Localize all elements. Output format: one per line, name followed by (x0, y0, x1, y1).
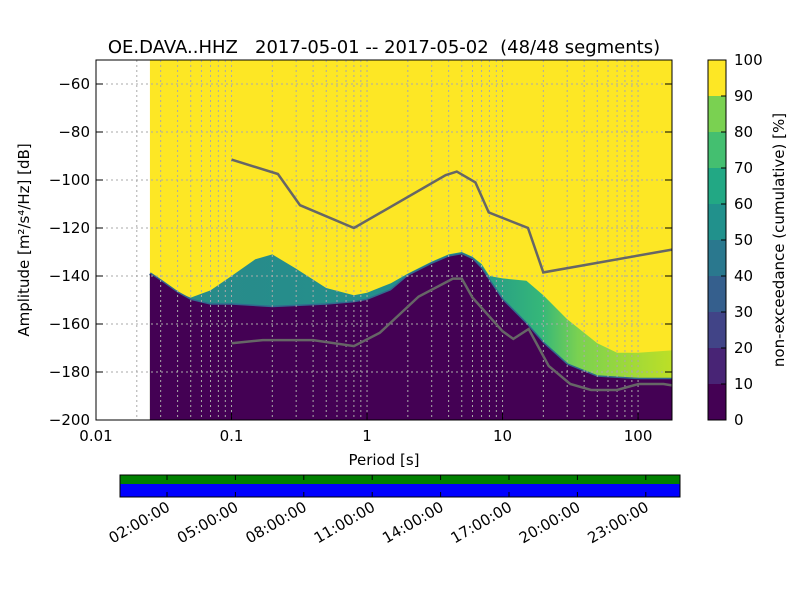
colorbar-tick-label: 20 (734, 339, 753, 357)
coverage-frame (119, 474, 681, 498)
colorbar-tick-label: 60 (734, 195, 753, 213)
colorbar-tick-label: 50 (734, 231, 753, 249)
colorbar: 0 10 20 30 40 50 60 70 80 90 100 (707, 51, 763, 429)
colorbar-segment (708, 60, 726, 96)
chart-title: OE.DAVA..HHZ 2017-05-01 -- 2017-05-02 (4… (108, 37, 660, 58)
colorbar-tick-label: 80 (734, 123, 753, 141)
x-tick-label: 10 (493, 427, 512, 445)
coverage-tick-label: 20:00:00 (516, 498, 583, 547)
coverage-tick-label: 23:00:00 (584, 498, 651, 547)
coverage-bar: 02:00:00 05:00:00 08:00:00 11:00:00 14:00:00… (106, 474, 681, 547)
colorbar-segment (708, 132, 726, 168)
processed-coverage-bar (120, 475, 680, 484)
colorbar-segment (708, 312, 726, 348)
x-tick-label: 0.01 (79, 427, 112, 445)
y-axis-label: Amplitude [m²/s⁴/Hz] [dB] (15, 143, 33, 336)
colorbar-segment (708, 240, 726, 276)
coverage-tick-label: 11:00:00 (311, 498, 378, 547)
colorbar-tick-label: 0 (734, 411, 744, 429)
coverage-tick-label: 08:00:00 (242, 498, 309, 547)
x-tick-label: 100 (624, 427, 653, 445)
y-tick-label: −60 (58, 75, 90, 93)
data-coverage-bar (120, 484, 680, 497)
colorbar-segment (708, 96, 726, 132)
coverage-tick-label: 05:00:00 (174, 498, 241, 547)
colorbar-tick-label: 30 (734, 303, 753, 321)
colorbar-segment (708, 276, 726, 312)
y-tick-label: −120 (49, 219, 90, 237)
nhnm-line (231, 158, 673, 274)
ppsd-low-percentile-region (149, 254, 672, 420)
coverage-tick-label: 17:00:00 (448, 498, 515, 547)
colorbar-tick-label: 90 (734, 87, 753, 105)
y-tick-label: −80 (58, 123, 90, 141)
coverage-tick-label: 02:00:00 (106, 498, 173, 547)
colorbar-tick-label: 100 (734, 51, 763, 69)
colorbar-segment (708, 384, 726, 420)
colorbar-segment (708, 168, 726, 204)
nlnm-line (231, 277, 673, 392)
plot-frame (95, 59, 673, 421)
ppsd-plot-area: 0.01 0.1 1 10 100 −60 −80 −100 −120 −140 −160 −180 −… (49, 59, 673, 445)
y-tick-label: −180 (49, 363, 90, 381)
colorbar-segment (708, 348, 726, 384)
x-axis-label: Period [s] (348, 451, 419, 469)
x-tick-label: 1 (362, 427, 372, 445)
colorbar-label: non-exceedance (cumulative) [%] (770, 113, 788, 367)
y-tick-label: −160 (49, 315, 90, 333)
colorbar-tick-label: 40 (734, 267, 753, 285)
colorbar-tick-label: 10 (734, 375, 753, 393)
colorbar-tick-label: 70 (734, 159, 753, 177)
colorbar-segment (708, 204, 726, 240)
x-tick-label: 0.1 (220, 427, 244, 445)
y-tick-label: −140 (49, 267, 90, 285)
y-tick-label: −200 (49, 411, 90, 429)
coverage-tick-label: 14:00:00 (379, 498, 446, 547)
y-tick-label: −100 (49, 171, 90, 189)
